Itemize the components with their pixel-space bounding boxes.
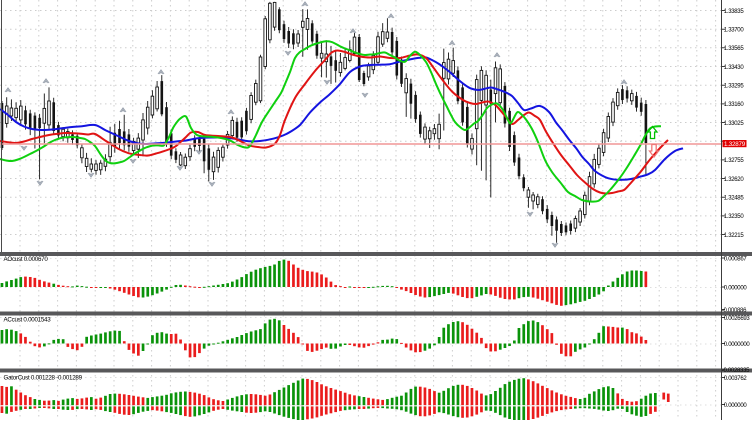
svg-text:0.0000000: 0.0000000 — [724, 342, 751, 348]
svg-text:1.33835: 1.33835 — [724, 9, 745, 15]
svg-text:1.33025: 1.33025 — [724, 121, 745, 127]
svg-text:-0.000886: -0.000886 — [722, 308, 747, 314]
svg-text:1.32485: 1.32485 — [724, 196, 745, 202]
svg-text:1.32620: 1.32620 — [724, 177, 745, 183]
svg-text:0.000000: 0.000000 — [724, 285, 748, 291]
svg-text:1.32215: 1.32215 — [724, 233, 745, 239]
svg-text:1.33160: 1.33160 — [724, 102, 745, 108]
svg-text:1.33295: 1.33295 — [724, 84, 745, 90]
svg-text:1.33700: 1.33700 — [724, 28, 745, 34]
svg-text:0.0026693: 0.0026693 — [724, 316, 751, 322]
svg-text:0.000000: 0.000000 — [724, 403, 748, 409]
svg-text:0.003762: 0.003762 — [724, 376, 748, 382]
svg-text:ACcust 0.0001543: ACcust 0.0001543 — [4, 317, 52, 324]
svg-text:GatorCust 0.001228 -0.001289: GatorCust 0.001228 -0.001289 — [4, 375, 83, 382]
svg-text:1.33430: 1.33430 — [724, 65, 745, 71]
svg-text:AOcust 0.000670: AOcust 0.000670 — [4, 256, 49, 263]
svg-text:1.33565: 1.33565 — [724, 46, 745, 52]
svg-text:1.32350: 1.32350 — [724, 214, 745, 220]
svg-text:0.000867: 0.000867 — [724, 256, 748, 262]
svg-text:1.32879: 1.32879 — [724, 141, 746, 148]
svg-text:-0.0028335: -0.0028335 — [722, 368, 750, 374]
svg-text:1.32755: 1.32755 — [724, 158, 745, 164]
